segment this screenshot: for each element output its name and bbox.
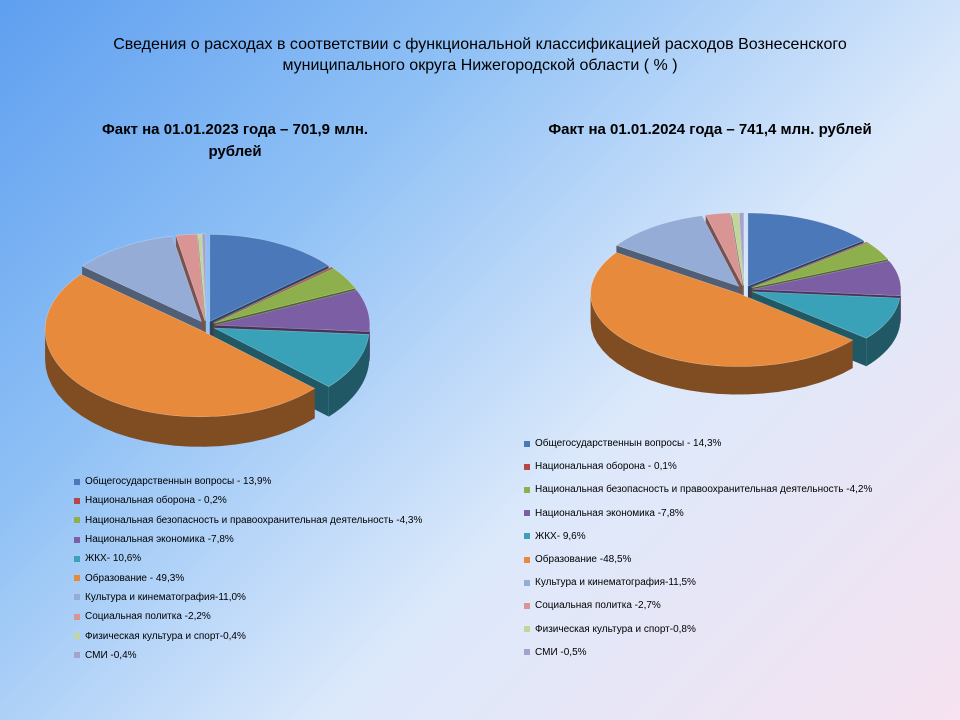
- legend-2023-label-3: Национальная экономика -7,8%: [85, 534, 234, 546]
- legend-2023-label-2: Национальная безопасность и правоохранит…: [85, 514, 423, 526]
- legend-2024-swatch-4: [524, 533, 530, 540]
- pie-2024-wall-3: [900, 289, 901, 324]
- legend-2024: Общегосударственнын вопросы - 14,3% Нацио…: [524, 432, 872, 664]
- legend-2024-swatch-5: [524, 556, 530, 563]
- chart-title-2023: Факт на 01.01.2023 года – 701,9 млн. руб…: [60, 119, 410, 163]
- chart-title-2023-line-1: Факт на 01.01.2023 года – 701,9 млн.: [101, 121, 369, 138]
- main-title: Сведения о расходах в соответствии с фун…: [0, 34, 960, 76]
- legend-2024-label-3: Национальная экономика -7,8%: [535, 507, 684, 519]
- legend-2024-label-9: СМИ -0,5%: [535, 646, 587, 658]
- legend-2024-swatch-8: [524, 626, 530, 633]
- legend-2024-item-9: СМИ -0,5%: [524, 641, 872, 664]
- pie-2024-slice-5: [590, 252, 854, 367]
- legend-2023-item-2: Национальная безопасность и правоохранит…: [74, 511, 422, 530]
- legend-2024-item-1: Национальная оборона - 0,1%: [524, 455, 872, 478]
- legend-2024-swatch-7: [524, 602, 530, 609]
- pie-2023-slice-8: [197, 233, 206, 321]
- legend-2024-label-0: Общегосударственнын вопросы - 14,3%: [535, 438, 722, 450]
- legend-2023-item-0: Общегосударственнын вопросы - 13,9%: [74, 472, 422, 491]
- chart-title-2024-line-1: Факт на 01.01.2024 года – 741,4 млн. руб…: [548, 121, 872, 138]
- legend-2024-label-1: Национальная оборона - 0,1%: [535, 461, 677, 473]
- legend-2023-label-9: СМИ -0,4%: [85, 649, 137, 661]
- legend-2023-swatch-1: [74, 497, 80, 504]
- pie-2024-slice-3: [752, 260, 902, 297]
- chart-title-2023-line-2: рублей: [208, 143, 262, 160]
- legend-2024-swatch-0: [524, 440, 530, 447]
- legend-2024-label-6: Культура и кинематография-11,5%: [535, 577, 696, 589]
- legend-2023-item-8: Физическая культура и спорт-0,4%: [74, 626, 422, 645]
- legend-2023-swatch-4: [74, 555, 80, 562]
- legend-2023-swatch-6: [74, 594, 80, 601]
- legend-2023-label-4: ЖКХ- 10,6%: [85, 553, 142, 565]
- legend-2023-item-3: Национальная экономика -7,8%: [74, 530, 422, 549]
- legend-2023-item-7: Социальная политка -2,2%: [74, 607, 422, 626]
- legend-2023-swatch-9: [74, 652, 80, 659]
- legend-2024-item-2: Национальная безопасность и правоохранит…: [524, 478, 872, 501]
- pie-2023-slice-0: [209, 234, 330, 322]
- legend-2023-label-7: Социальная политка -2,2%: [85, 611, 211, 623]
- legend-2023-item-1: Национальная оборона - 0,2%: [74, 491, 422, 510]
- legend-2024-swatch-9: [524, 649, 530, 656]
- legend-2024-label-4: ЖКХ- 9,6%: [535, 530, 586, 542]
- legend-2023-label-5: Образование - 49,3%: [85, 572, 185, 584]
- legend-2024-label-8: Физическая культура и спорт-0,8%: [535, 623, 696, 635]
- pie-2023-wall-5: [45, 329, 315, 447]
- legend-2023-swatch-7: [74, 613, 80, 620]
- legend-2024-item-7: Социальная политка -2,7%: [524, 594, 872, 617]
- legend-2023-swatch-2: [74, 517, 80, 524]
- pie-2024-wall-5: [590, 293, 853, 395]
- pie-2024-slice-4: [752, 291, 901, 339]
- legend-2023-swatch-8: [74, 633, 80, 640]
- legend-2023-label-1: Национальная оборона - 0,2%: [85, 495, 227, 507]
- legend-2024-item-0: Общегосударственнын вопросы - 14,3%: [524, 432, 872, 455]
- legend-2023-item-6: Культура и кинематография-11,0%: [74, 588, 422, 607]
- legend-2023: Общегосударственнын вопросы - 13,9% Нацио…: [74, 472, 422, 665]
- legend-2023-label-6: Культура и кинематография-11,0%: [85, 591, 246, 603]
- legend-2023-swatch-5: [74, 575, 80, 582]
- legend-2024-item-4: ЖКХ- 9,6%: [524, 525, 872, 548]
- legend-2024-label-2: Национальная безопасность и правоохранит…: [535, 484, 873, 496]
- pie-2024-wall-4: [866, 298, 900, 367]
- legend-2024-swatch-6: [524, 579, 530, 586]
- pie-2024: [590, 212, 902, 395]
- legend-2023-swatch-3: [74, 536, 80, 543]
- legend-2023-item-4: ЖКХ- 10,6%: [74, 549, 422, 568]
- legend-2024-swatch-1: [524, 463, 530, 470]
- legend-2024-label-7: Социальная политка -2,7%: [535, 600, 661, 612]
- main-title-line-2: муниципального округа Нижегородской обла…: [282, 57, 678, 74]
- legend-2024-label-5: Образование -48,5%: [535, 554, 632, 566]
- legend-2023-swatch-0: [74, 478, 80, 485]
- legend-2023-label-8: Физическая культура и спорт-0,4%: [85, 630, 246, 642]
- pie-2024-slice-8: [731, 212, 744, 286]
- pie-2024-slice-7: [705, 212, 743, 286]
- main-title-line-1: Сведения о расходах в соответствии с фун…: [113, 36, 847, 53]
- pie-2023-slice-6: [81, 235, 202, 323]
- pie-2023-slice-4: [214, 327, 370, 387]
- legend-2024-item-6: Культура и кинематография-11,5%: [524, 571, 872, 594]
- legend-2024-swatch-3: [524, 510, 530, 517]
- pie-2023-slice-9: [201, 233, 207, 321]
- pie-2024-slice-6: [615, 215, 740, 287]
- pie-2024-slice-1: [750, 241, 869, 288]
- pie-2024-slice-0: [747, 212, 865, 287]
- pie-2023-slice-3: [214, 289, 371, 332]
- pie-2024-slice-9: [738, 212, 745, 286]
- legend-2024-swatch-2: [524, 486, 530, 493]
- legend-2024-item-8: Физическая культура и спорт-0,8%: [524, 618, 872, 641]
- pie-2023-slice-2: [213, 267, 356, 324]
- legend-2023-item-9: СМИ -0,4%: [74, 646, 422, 665]
- legend-2024-item-3: Национальная экономика -7,8%: [524, 502, 872, 525]
- pie-2023-slice-7: [175, 233, 206, 322]
- legend-2024-item-5: Образование -48,5%: [524, 548, 872, 571]
- pie-2023-slice-5: [44, 273, 316, 418]
- pie-2023: [44, 233, 371, 447]
- legend-2023-item-5: Образование - 49,3%: [74, 568, 422, 587]
- pie-2024-slice-2: [751, 242, 889, 289]
- pie-2023-wall-4: [328, 334, 369, 417]
- pie-2023-slice-1: [212, 266, 334, 324]
- chart-title-2024: Факт на 01.01.2024 года – 741,4 млн. руб…: [510, 119, 910, 141]
- legend-2023-label-0: Общегосударственнын вопросы - 13,9%: [85, 476, 272, 488]
